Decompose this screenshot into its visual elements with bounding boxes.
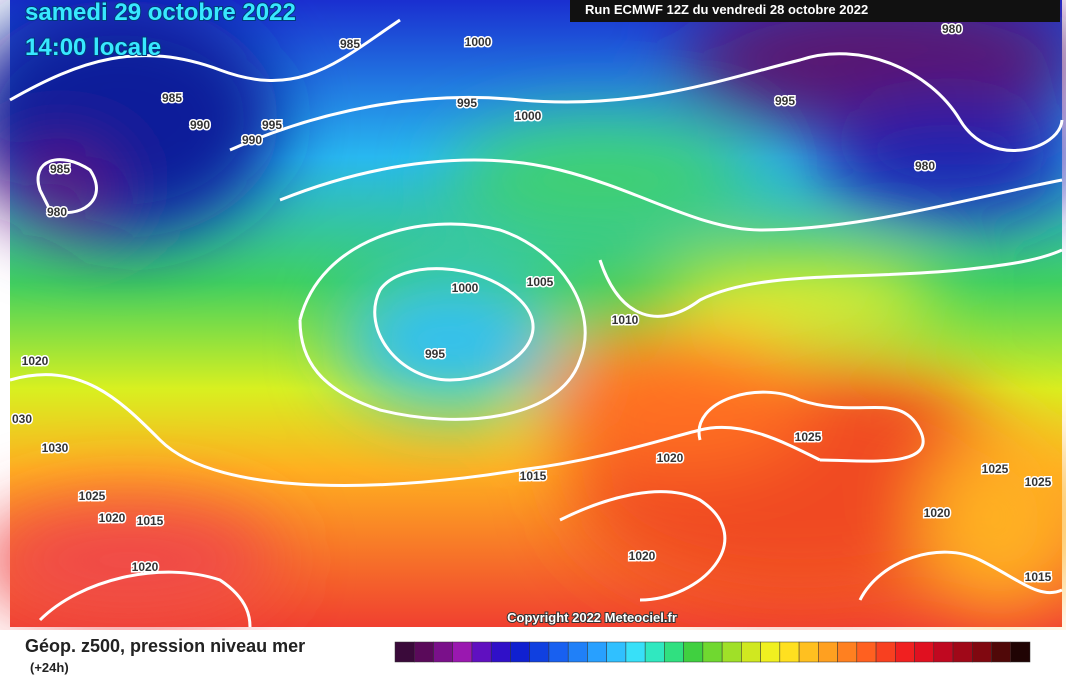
scale-swatch <box>606 641 627 663</box>
isobar-label: 1020 <box>629 549 656 563</box>
isobar-label: 1025 <box>79 489 106 503</box>
scale-swatch <box>914 641 935 663</box>
isobar-label: 1020 <box>99 511 126 525</box>
color-scale <box>394 641 1031 663</box>
isobar-label: 1015 <box>520 469 547 483</box>
isobar-lines <box>9 18 1064 628</box>
scale-swatch <box>856 641 877 663</box>
isobar-label: 1020 <box>132 560 159 574</box>
scale-swatch <box>394 641 415 663</box>
scale-swatch <box>760 641 781 663</box>
isobar-label: 995 <box>457 96 477 110</box>
scale-swatch <box>452 641 473 663</box>
date-title: samedi 29 octobre 2022 <box>25 0 296 26</box>
isobar-label: 1020 <box>657 451 684 465</box>
scale-swatch <box>510 641 530 663</box>
isobar-label: 980 <box>942 22 962 36</box>
isobar-label: 995 <box>775 94 795 108</box>
isobar-label: 990 <box>242 133 262 147</box>
scale-swatch <box>837 641 858 663</box>
isobar-label: 990 <box>190 118 210 132</box>
isobar-label: 985 <box>50 162 70 176</box>
scale-swatch <box>818 641 838 663</box>
isobar-label: 030 <box>12 412 32 426</box>
isobar-label: 1000 <box>452 281 479 295</box>
isobar-label: 1000 <box>465 35 492 49</box>
isobar-label: 985 <box>340 37 360 51</box>
isobar-label: 1000 <box>515 109 542 123</box>
scale-swatch <box>529 641 550 663</box>
scale-swatch <box>702 641 723 663</box>
scale-swatch <box>875 641 896 663</box>
scale-swatch <box>490 641 511 663</box>
isobar-label: 980 <box>47 205 67 219</box>
scale-swatch <box>644 641 665 663</box>
scale-swatch <box>895 641 915 663</box>
scale-swatch <box>433 641 453 663</box>
isobar-label: 1020 <box>22 354 49 368</box>
scale-swatch <box>952 641 973 663</box>
scale-swatch <box>664 641 684 663</box>
isobar-label: 980 <box>915 159 935 173</box>
scale-swatch <box>991 641 1012 663</box>
legend-title: Géop. z500, pression niveau mer <box>25 636 306 656</box>
scale-swatch <box>471 641 492 663</box>
isobar-label: 1025 <box>982 462 1009 476</box>
isobar-label: 995 <box>262 118 282 132</box>
isobar-label: 1020 <box>924 506 951 520</box>
isobar-label: 1005 <box>527 275 554 289</box>
legend-subtitle: (+24h) <box>30 660 69 675</box>
run-info: Run ECMWF 12Z du vendredi 28 octobre 202… <box>585 2 868 17</box>
isobar-label: 1030 <box>42 441 69 455</box>
scale-swatch <box>683 641 704 663</box>
scale-swatch <box>1010 641 1031 663</box>
isobar-label: 1010 <box>612 313 639 327</box>
isobar-label: 1025 <box>1025 475 1052 489</box>
isobar-label: 1025 <box>795 430 822 444</box>
copyright: Copyright 2022 Meteociel.fr <box>507 610 677 625</box>
isobar-label: 1015 <box>1025 570 1052 584</box>
scale-swatch <box>741 641 761 663</box>
scale-swatch <box>625 641 646 663</box>
scale-swatch <box>779 641 800 663</box>
time-title: 14:00 locale <box>25 34 161 61</box>
scale-swatch <box>721 641 742 663</box>
scale-swatch <box>413 641 434 663</box>
scale-swatch <box>933 641 954 663</box>
scale-swatch <box>972 641 992 663</box>
scale-swatch <box>587 641 607 663</box>
isobar-label: 1015 <box>137 514 164 528</box>
scale-swatch <box>567 641 588 663</box>
scale-swatch <box>548 641 569 663</box>
isobar-label: 995 <box>425 347 445 361</box>
isobar-label: 985 <box>162 91 182 105</box>
scale-swatch <box>798 641 819 663</box>
